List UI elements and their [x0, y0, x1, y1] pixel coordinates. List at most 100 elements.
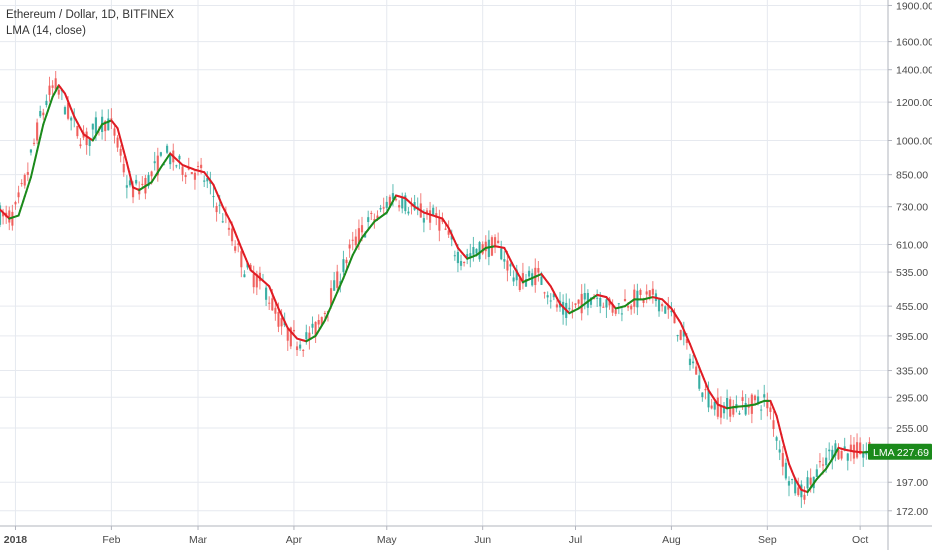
candle-body — [311, 323, 314, 328]
price-tick-label: 455.00 — [896, 301, 928, 313]
candle-body — [246, 263, 249, 268]
candle-body — [175, 165, 178, 167]
candle-body — [472, 247, 475, 255]
candle-body — [39, 110, 42, 117]
candle-body — [809, 477, 812, 485]
candle-body — [230, 228, 234, 242]
candle-body — [382, 207, 385, 209]
candle-body — [828, 449, 831, 452]
price-tick-label: 295.00 — [896, 392, 928, 404]
candle-body — [555, 304, 559, 308]
candle-body — [255, 274, 258, 288]
candle-body — [825, 457, 828, 466]
candle-body — [432, 207, 435, 216]
candle-body — [843, 446, 846, 450]
candle-body — [119, 148, 122, 156]
candle-body — [249, 264, 252, 270]
candle-body — [862, 451, 865, 458]
candle-body — [135, 179, 138, 184]
lma-line-segment — [39, 129, 43, 139]
candle-body — [769, 407, 772, 412]
candle-body — [840, 450, 843, 459]
candle-body — [268, 302, 271, 304]
candle-body — [521, 273, 524, 284]
symbol-label: Ethereum / Dollar, 1D, BITFINEX — [6, 9, 175, 21]
candle-body — [704, 389, 707, 391]
candle-body — [79, 144, 82, 147]
candle-body — [466, 254, 469, 259]
candle-body — [707, 390, 710, 408]
candle-body — [787, 481, 791, 486]
candle-body — [320, 317, 323, 326]
candle-body — [642, 299, 645, 303]
price-tick-label: 1000.00 — [896, 135, 932, 147]
candle-body — [645, 291, 648, 295]
candle-body — [243, 274, 246, 278]
candle-body — [497, 240, 500, 244]
candle-body — [509, 264, 512, 267]
candle-body — [784, 462, 787, 479]
candle-body — [88, 138, 91, 146]
lma-badge-name: LMA — [873, 447, 895, 459]
candle-body — [698, 375, 701, 389]
candle-body — [425, 210, 429, 215]
candle-body — [271, 298, 274, 311]
candle-body — [385, 201, 388, 208]
candle-body — [512, 277, 515, 282]
price-tick-label: 395.00 — [896, 331, 928, 343]
lma-line-segment — [780, 433, 784, 442]
candle-body — [580, 293, 583, 314]
candle-body — [212, 196, 215, 198]
candle-body — [116, 137, 119, 148]
candle-body — [162, 164, 166, 166]
candle-body — [818, 461, 822, 463]
candle-body — [815, 469, 818, 478]
candle-body — [345, 259, 348, 264]
candle-body — [196, 166, 200, 168]
price-tick-label: 1200.00 — [896, 97, 932, 109]
candle-body — [184, 175, 187, 178]
candle-body — [48, 85, 51, 95]
time-tick-label: Apr — [286, 534, 303, 546]
candle-body — [376, 215, 379, 219]
candle-body — [193, 172, 197, 180]
candle-body — [23, 174, 26, 186]
candle-body — [367, 217, 370, 223]
candle-body — [478, 242, 481, 260]
candle-body — [617, 303, 620, 305]
candle-body — [125, 185, 128, 188]
chart-legend: Ethereum / Dollar, 1D, BITFINEX LMA (14,… — [6, 7, 174, 39]
candle-body — [302, 349, 305, 351]
candle-body — [611, 303, 614, 313]
candle-body — [713, 401, 716, 410]
lma-line-segment — [31, 162, 36, 172]
candle-body — [26, 172, 29, 175]
candle-body — [719, 405, 723, 418]
candle-body — [753, 395, 757, 401]
candle-body — [438, 217, 441, 231]
time-tick-label: Feb — [102, 534, 120, 546]
time-tick-label: Jun — [474, 534, 491, 546]
candle-body — [14, 202, 17, 205]
candle-body — [493, 237, 497, 248]
candle-body — [648, 290, 651, 297]
candle-body — [138, 188, 141, 195]
candle-body — [200, 164, 203, 169]
candle-body — [218, 204, 221, 206]
candle-body — [701, 392, 704, 398]
candle-body — [744, 402, 747, 415]
candle-body — [36, 122, 39, 141]
candle-body — [859, 442, 862, 455]
candle-body — [679, 329, 682, 340]
candle-body — [846, 453, 849, 461]
lma-line-segment — [36, 143, 40, 152]
candle-body — [543, 292, 546, 294]
candle-body — [676, 335, 679, 337]
candle-body — [524, 279, 528, 287]
candle-body — [286, 328, 289, 341]
candle-body — [760, 409, 763, 411]
candle-body — [70, 117, 73, 121]
candle-body — [227, 227, 231, 230]
